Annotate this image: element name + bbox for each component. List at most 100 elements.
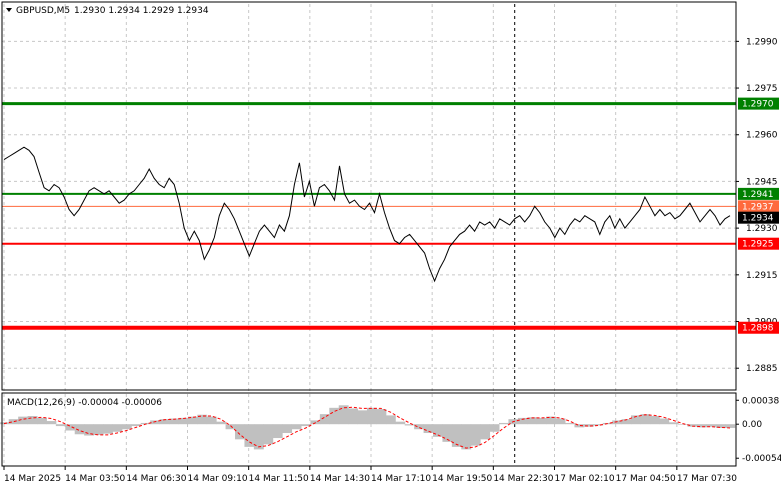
y-tick-label: 1.2975 [746, 84, 778, 94]
macd-histogram-bar [423, 424, 434, 434]
macd-histogram-bar [527, 417, 538, 425]
macd-histogram-bar [216, 421, 227, 425]
macd-histogram-bar [169, 418, 179, 425]
macd-histogram-bar [376, 409, 387, 425]
macd-histogram-bar [489, 424, 500, 432]
macd-histogram-bar [140, 422, 151, 425]
macd-histogram-bar [649, 416, 660, 425]
macd-histogram-bar [357, 410, 368, 425]
macd-histogram-bar [725, 424, 736, 428]
macd-histogram-bar [612, 420, 623, 425]
y-tick-label: 1.2945 [746, 177, 778, 187]
macd-histogram-bar [517, 417, 528, 425]
y-tick-label: 1.2930 [746, 224, 778, 234]
macd-histogram-bar [687, 424, 698, 427]
macd-histogram-bar [319, 414, 330, 425]
x-tick-label: 14 Mar 06:30 [126, 474, 186, 484]
macd-histogram-bar [37, 417, 47, 425]
macd-histogram-bar [272, 424, 283, 439]
time-axis: 14 Mar 2025 14 Mar 03:50 14 Mar 06:30 14 Ma… [3, 466, 737, 484]
macd-histogram-bar [178, 417, 189, 425]
ohlc-values: 1.2930 1.2934 1.2929 1.2934 [74, 6, 209, 16]
macd-y-tick-label: -0.00054 [742, 454, 781, 464]
current-price-tag-bg [738, 211, 779, 224]
macd-histogram-bar [253, 424, 264, 450]
macd-histogram-bar [301, 424, 311, 427]
macd-panel-frame [1, 392, 737, 467]
macd-histogram-bar [55, 424, 66, 427]
macd-histogram-bar [385, 415, 396, 425]
macd-histogram-bar [46, 421, 57, 425]
macd-histogram-bar [348, 408, 359, 425]
x-tick-label: 17 Mar 07:30 [677, 474, 737, 484]
macd-histogram-bar [395, 421, 406, 425]
macd-histogram-bar [121, 424, 132, 430]
macd-histogram-bar [631, 415, 641, 425]
macd-histogram-bar [404, 424, 415, 426]
macd-histogram-bar [451, 424, 462, 447]
macd-y-tick-label: 0.00038 [742, 396, 779, 406]
macd-histogram-bar [159, 419, 170, 425]
macd-histogram-bar [442, 424, 453, 442]
macd-histogram-bar [291, 424, 302, 430]
macd-label: MACD(12,26,9) -0.00004 -0.00006 [7, 398, 162, 408]
level-tag-label: 1.2925 [742, 240, 774, 250]
main-panel-frame [1, 1, 737, 391]
symbol-header: GBPUSD,M5 1.2930 1.2934 1.2929 1.2934 [6, 6, 209, 16]
level-tag-bg [738, 97, 779, 110]
macd-histogram-bar [27, 416, 38, 425]
level-tag-bg [738, 321, 779, 334]
macd-histogram-bar [103, 424, 113, 434]
x-tick-label: 14 Mar 2025 [4, 474, 61, 484]
macd-histogram-bar [461, 424, 472, 450]
macd-histogram-bar [433, 424, 443, 437]
current-price-label: 1.2934 [742, 214, 774, 224]
level-tag-bg [738, 200, 779, 213]
macd-indicator [0, 405, 736, 450]
horizontal-levels[interactable] [2, 102, 736, 330]
macd-histogram-bar [329, 407, 340, 425]
macd-histogram-bar [263, 424, 274, 445]
level-tag-label: 1.2937 [742, 202, 774, 212]
level-tag-bg [738, 187, 779, 200]
macd-histogram-bar [555, 418, 566, 425]
x-tick-label: 17 Mar 02:10 [555, 474, 615, 484]
price-line [3, 146, 731, 283]
macd-histogram-bar [244, 424, 255, 447]
level-tag-bg [738, 237, 779, 250]
macd-histogram-bar [131, 424, 142, 427]
macd-histogram-bar [206, 416, 217, 425]
macd-histogram-bar [668, 422, 679, 425]
x-tick-label: 14 Mar 14:30 [310, 474, 370, 484]
macd-histogram-bar [112, 424, 123, 432]
macd-histogram-bar [367, 407, 377, 425]
y-tick-label: 1.2990 [746, 37, 778, 47]
level-tag-label: 1.2970 [742, 100, 774, 110]
chart-frames [1, 1, 737, 467]
macd-histogram-bar [499, 422, 509, 425]
x-tick-label: 14 Mar 17:10 [371, 474, 431, 484]
macd-signal-line [3, 406, 731, 449]
macd-histogram-bar [659, 418, 670, 425]
price-axis: 1.2990 1.2975 1.2960 1.2945 1.2930 1.2915 1.29… [736, 37, 781, 464]
macd-histogram-bar [706, 424, 717, 427]
macd-histogram-bar [235, 424, 245, 440]
dropdown-triangle-icon[interactable] [6, 8, 12, 12]
macd-histogram-bar [480, 424, 491, 440]
macd-histogram-bar [84, 424, 95, 436]
y-tick-label: 1.2960 [746, 131, 778, 141]
level-tag-label: 1.2941 [742, 190, 774, 200]
macd-histogram-bar [338, 405, 349, 425]
macd-histogram-bar [225, 424, 236, 430]
x-tick-label: 17 Mar 04:50 [616, 474, 676, 484]
macd-histogram-bar [414, 424, 425, 430]
macd-y-tick-label: 0.00 [742, 420, 762, 430]
macd-histogram-bar [18, 416, 29, 425]
macd-histogram-bar [93, 424, 104, 435]
macd-histogram-bar [470, 424, 481, 446]
macd-histogram-bar [150, 420, 161, 425]
y-tick-label: 1.2915 [746, 271, 778, 281]
macd-histogram-bar [583, 424, 594, 427]
macd-histogram-bar [565, 422, 575, 425]
